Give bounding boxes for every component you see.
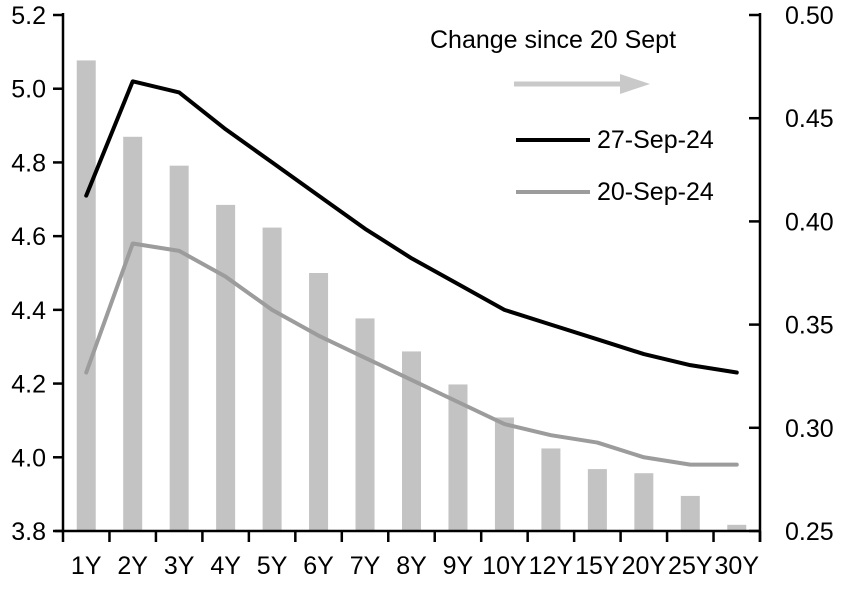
legend-line-swatch-gray	[516, 190, 590, 194]
right-axis-tick-label: 0.30	[785, 415, 834, 443]
x-axis-tick-label: 25Y	[668, 552, 713, 580]
bar-4Y	[216, 204, 236, 531]
x-axis-tick-label: 4Y	[210, 552, 241, 580]
x-axis-tick-label: 30Y	[715, 552, 760, 580]
left-axis-tick-label: 4.8	[11, 149, 46, 177]
legend-title: Change since 20 Sept	[430, 26, 677, 54]
left-axis-tick-label: 4.4	[11, 297, 46, 325]
x-axis-tick-label: 5Y	[257, 552, 288, 580]
bar-9Y	[448, 384, 468, 531]
bar-1Y	[76, 60, 96, 532]
legend-item-label: 27-Sep-24	[597, 125, 714, 154]
x-axis-tick-label: 3Y	[164, 552, 195, 580]
bar-15Y	[587, 469, 607, 531]
bar-25Y	[680, 495, 700, 531]
bar-12Y	[541, 448, 561, 531]
bar-6Y	[309, 273, 329, 531]
right-axis-tick-label: 0.45	[785, 105, 834, 133]
bar-30Y	[727, 524, 747, 531]
left-axis-tick-label: 5.2	[11, 2, 46, 30]
x-axis-tick-label: 10Y	[482, 552, 527, 580]
left-axis-tick-label: 4.0	[11, 444, 46, 472]
bar-2Y	[123, 136, 143, 531]
x-axis-tick-label: 15Y	[575, 552, 620, 580]
right-axis-tick-label: 0.25	[785, 518, 834, 546]
legend-item-20-sep-24: 20-Sep-24	[516, 178, 714, 206]
bar-5Y	[262, 227, 282, 532]
left-axis-tick-label: 4.2	[11, 371, 46, 399]
series-line-27-Sep-24	[84, 79, 739, 375]
x-axis-tick-label: 12Y	[529, 552, 574, 580]
left-axis-tick-label: 4.6	[11, 223, 46, 251]
bar-3Y	[169, 165, 189, 531]
x-axis-tick-label: 7Y	[350, 552, 381, 580]
bar-20Y	[634, 473, 654, 531]
legend-line-swatch-black	[516, 138, 590, 142]
bar-8Y	[402, 351, 421, 531]
bar-7Y	[355, 318, 375, 531]
x-axis-tick-label: 8Y	[396, 552, 427, 580]
left-axis-tick-label: 3.8	[11, 518, 46, 546]
right-axis-tick-label: 0.35	[785, 312, 834, 340]
right-axis-tick-label: 0.40	[785, 208, 834, 236]
left-axis-tick-label: 5.0	[11, 76, 46, 104]
bar-10Y	[494, 417, 514, 531]
series-line-20-Sep-24	[84, 241, 739, 467]
x-axis-tick-label: 9Y	[443, 552, 474, 580]
x-axis-tick-label: 2Y	[117, 552, 148, 580]
right-axis-tick-label: 0.50	[785, 2, 834, 30]
legend-item-label: 20-Sep-24	[597, 177, 714, 206]
x-axis-tick-label: 1Y	[71, 552, 102, 580]
right-arrow-icon	[514, 74, 650, 94]
x-axis-tick-label: 20Y	[622, 552, 667, 580]
legend-item-27-sep-24: 27-Sep-24	[516, 126, 714, 154]
x-axis-tick-label: 6Y	[303, 552, 334, 580]
